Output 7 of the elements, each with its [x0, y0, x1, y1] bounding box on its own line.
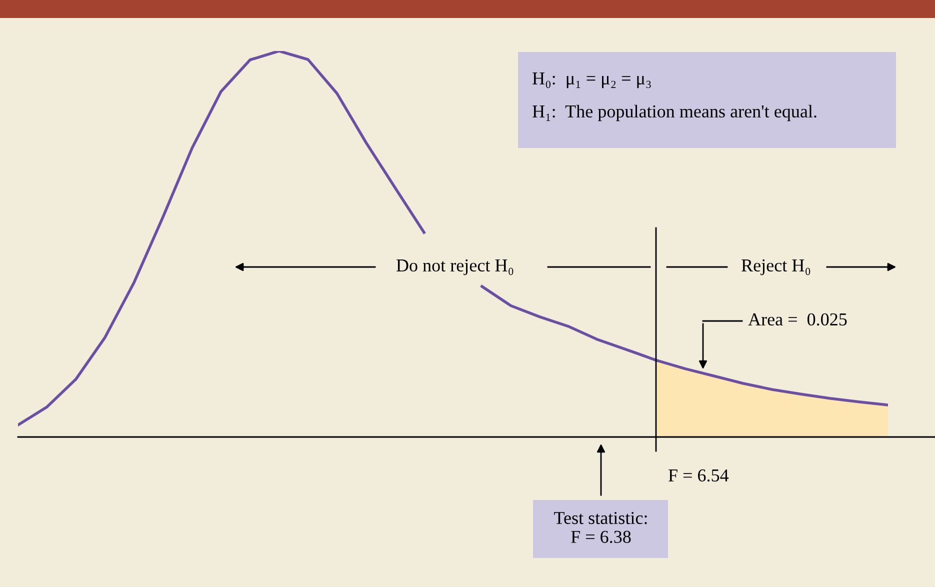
annotation: H₁: The population means aren't equal. [532, 104, 816, 122]
annotation: Do not reject H₀ [396, 259, 514, 276]
annotation: Reject H₀ [742, 259, 810, 276]
annotation: Area = 0.025 [748, 313, 847, 326]
text: F = 6.54 [668, 469, 729, 482]
annotation: H₀: μ₁ = μ₂ = μ₃ [532, 72, 651, 88]
text: Test statistic: F = 6.38 [554, 512, 647, 544]
